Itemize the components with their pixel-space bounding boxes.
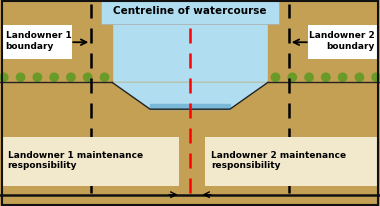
FancyBboxPatch shape: [205, 137, 378, 186]
Bar: [0, 0, 112, 82]
FancyBboxPatch shape: [308, 25, 378, 59]
FancyBboxPatch shape: [101, 1, 279, 24]
Ellipse shape: [100, 73, 109, 81]
Text: Landowner 2 maintenance
responsibility: Landowner 2 maintenance responsibility: [211, 151, 346, 170]
Ellipse shape: [305, 73, 313, 81]
Text: Landowner 1
boundary: Landowner 1 boundary: [6, 32, 71, 51]
Ellipse shape: [50, 73, 59, 81]
Bar: [150, 104, 230, 109]
FancyBboxPatch shape: [2, 25, 72, 59]
Ellipse shape: [271, 73, 280, 81]
Ellipse shape: [288, 73, 296, 81]
Ellipse shape: [339, 73, 347, 81]
Text: Centreline of watercourse: Centreline of watercourse: [113, 6, 267, 16]
Bar: [0, 82, 380, 206]
Ellipse shape: [16, 73, 25, 81]
Ellipse shape: [84, 73, 92, 81]
FancyBboxPatch shape: [2, 137, 179, 186]
Bar: [268, 0, 380, 82]
Ellipse shape: [321, 73, 330, 81]
Text: Landowner 2
boundary: Landowner 2 boundary: [309, 32, 374, 51]
Ellipse shape: [67, 73, 75, 81]
Ellipse shape: [33, 73, 41, 81]
Ellipse shape: [0, 73, 8, 81]
Text: Landowner 1 maintenance
responsibility: Landowner 1 maintenance responsibility: [8, 151, 143, 170]
Ellipse shape: [372, 73, 380, 81]
Polygon shape: [112, 82, 268, 109]
Ellipse shape: [355, 73, 364, 81]
